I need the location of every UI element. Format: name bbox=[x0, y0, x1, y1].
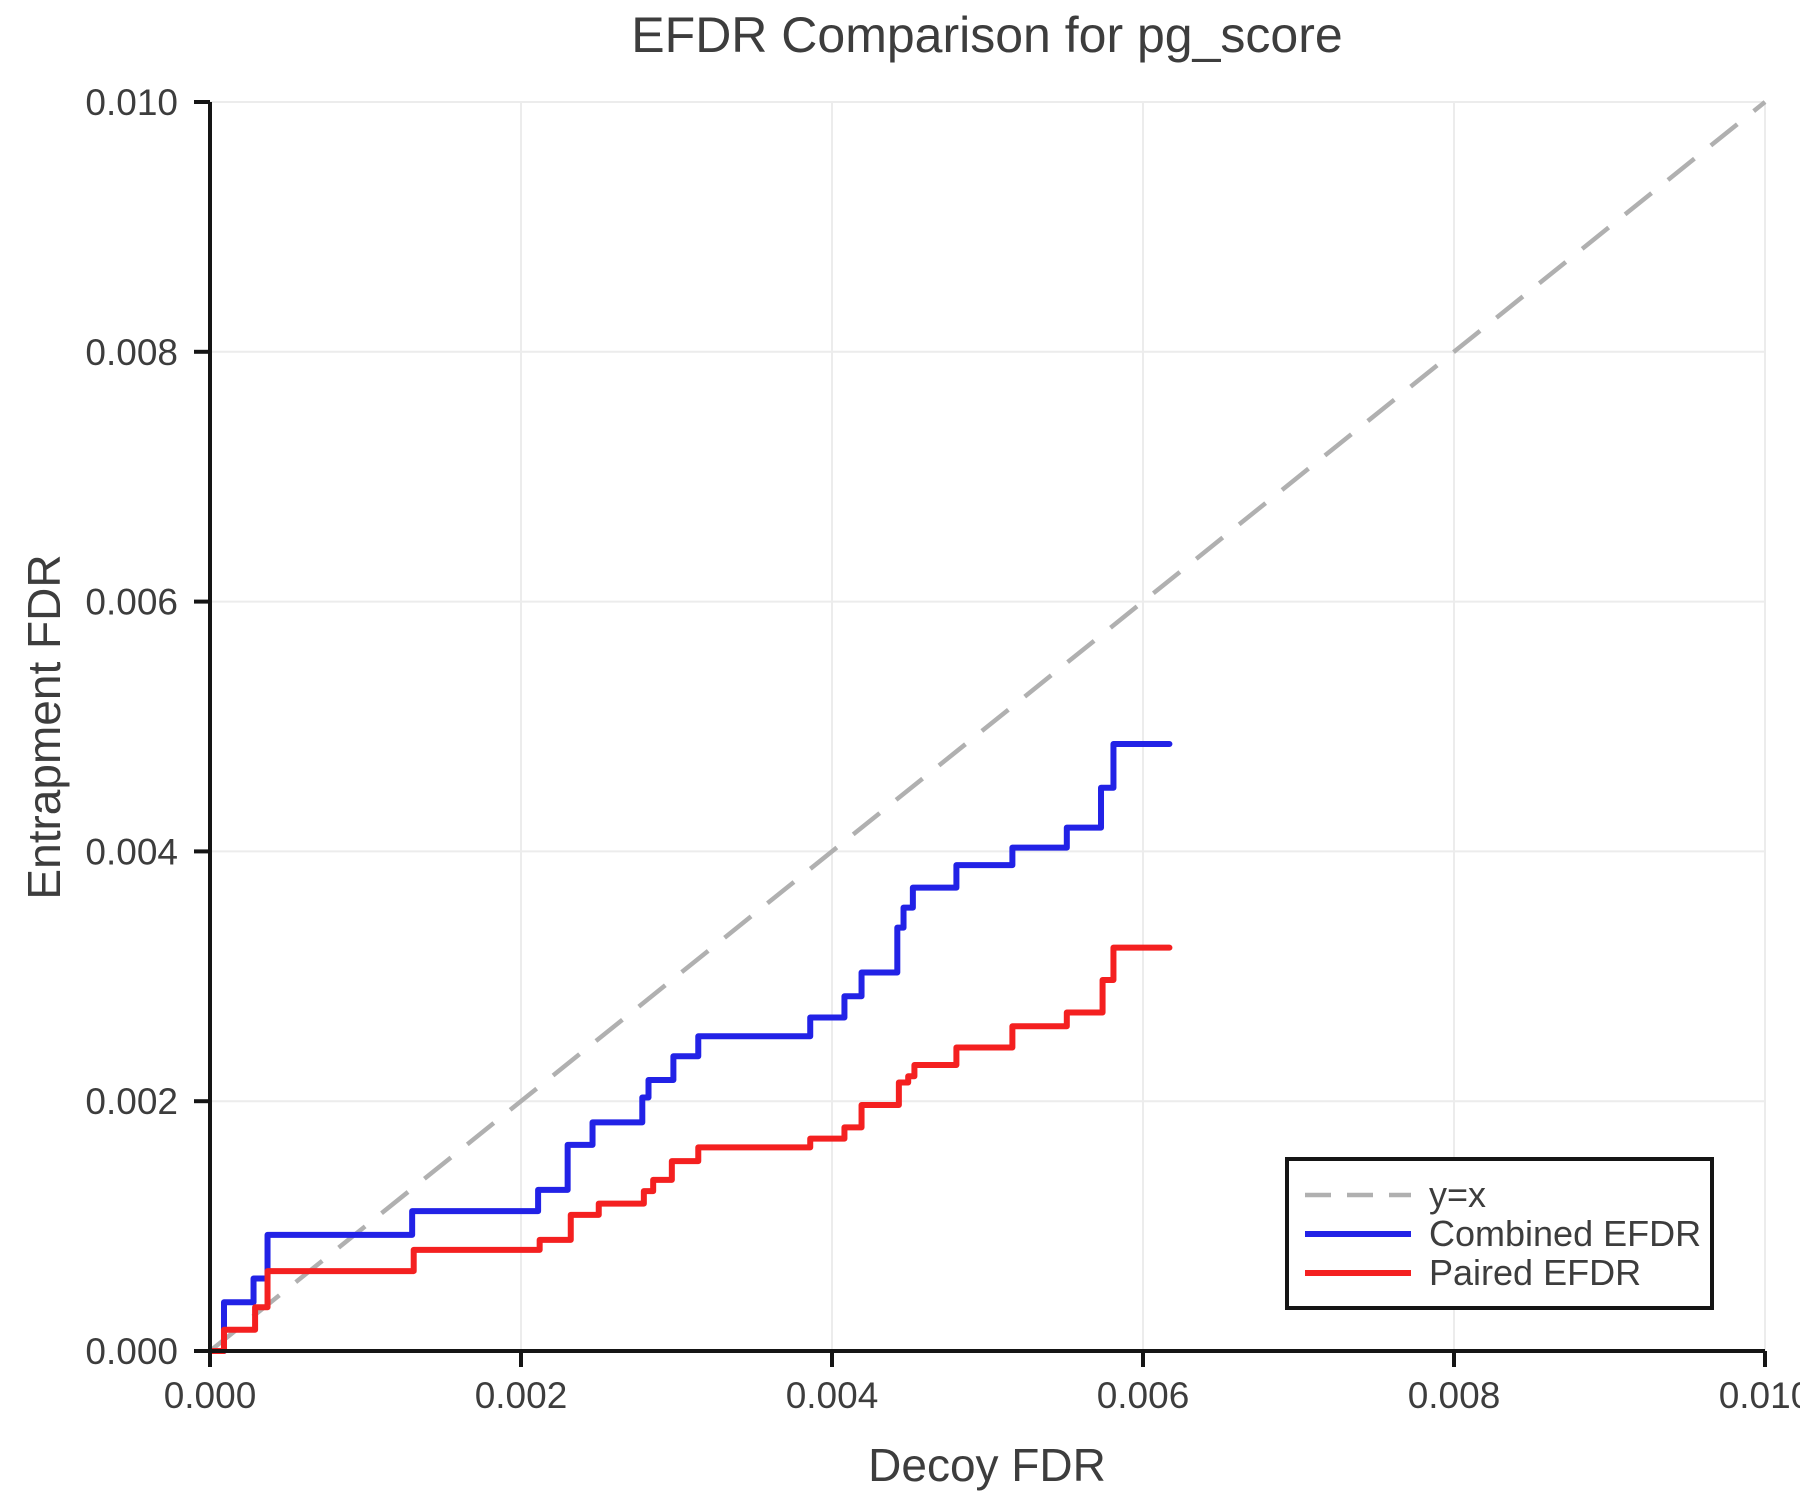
y-tick-label: 0.002 bbox=[85, 1081, 178, 1122]
x-tick-label: 0.000 bbox=[164, 1375, 257, 1416]
x-tick-label: 0.010 bbox=[1719, 1375, 1800, 1416]
y-tick-label: 0.010 bbox=[85, 82, 178, 123]
y-tick-label: 0.004 bbox=[85, 831, 178, 872]
x-tick-label: 0.004 bbox=[786, 1375, 879, 1416]
paired-efdr-series-line bbox=[208, 944, 1173, 1354]
y-axis-label: Entrapment FDR bbox=[18, 554, 70, 900]
y-tick-label: 0.000 bbox=[85, 1331, 178, 1372]
chart-title: EFDR Comparison for pg_score bbox=[631, 7, 1343, 63]
x-tick-label: 0.006 bbox=[1097, 1375, 1190, 1416]
legend-entry-y-x: y=x bbox=[1303, 1175, 1710, 1214]
legend-entry-paired-efdr: Paired EFDR bbox=[1303, 1253, 1710, 1292]
legend-line-sample bbox=[1305, 1192, 1411, 1197]
x-axis-label: Decoy FDR bbox=[868, 1439, 1106, 1491]
legend-label: Combined EFDR bbox=[1429, 1212, 1702, 1254]
legend-label: Paired EFDR bbox=[1429, 1251, 1642, 1293]
combined-efdr-series-line bbox=[208, 740, 1173, 1354]
x-tick-label: 0.002 bbox=[475, 1375, 568, 1416]
legend-line-sample bbox=[1305, 1230, 1411, 1237]
legend-entry-combined-efdr: Combined EFDR bbox=[1303, 1214, 1710, 1253]
y-tick-label: 0.006 bbox=[85, 582, 178, 623]
identity-line bbox=[208, 100, 1767, 1353]
legend-line-sample bbox=[1305, 1269, 1411, 1276]
y-tick-label: 0.008 bbox=[85, 332, 178, 373]
legend-box: y=x Combined EFDR Paired EFDR bbox=[1285, 1157, 1714, 1310]
x-tick-label: 0.008 bbox=[1408, 1375, 1501, 1416]
legend-label: y=x bbox=[1429, 1173, 1487, 1215]
